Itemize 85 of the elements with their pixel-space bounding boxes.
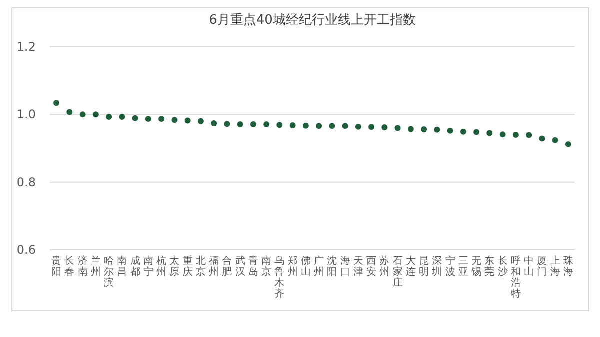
point (421, 126, 428, 133)
x-tick-label: 福州 (209, 255, 220, 278)
x-tick-label: 昆明 (419, 256, 430, 278)
x-tick-label: 上海 (550, 255, 560, 278)
point (434, 126, 440, 133)
point (184, 118, 191, 124)
point (474, 129, 480, 136)
x-tick-label: 北京 (196, 255, 206, 278)
x-tick-label: 贵阳 (52, 255, 62, 278)
point (224, 121, 230, 128)
x-tick-label: 长沙 (498, 255, 508, 278)
point (565, 141, 572, 148)
y-tick-label: 0.6 (16, 243, 36, 257)
point (237, 121, 244, 128)
point (211, 120, 218, 126)
point (145, 116, 152, 122)
point (264, 121, 270, 128)
point (394, 125, 401, 132)
point (66, 109, 73, 116)
point (250, 121, 256, 128)
x-tick-label: 宁波 (445, 255, 456, 278)
x-tick-label: 南昌 (117, 255, 128, 278)
point (119, 114, 126, 120)
x-tick-label: 深圳 (431, 255, 442, 278)
x-tick-label: 珠海 (563, 255, 574, 278)
x-tick-label: 广州 (314, 255, 324, 278)
x-tick-label: 海口 (340, 255, 350, 278)
point (198, 118, 204, 124)
x-tick-label: 南京 (262, 255, 272, 278)
x-tick-label: 佛山 (300, 256, 311, 278)
point (276, 122, 283, 128)
x-tick-label: 杭州 (156, 255, 167, 278)
x-tick-label: 天津 (353, 256, 364, 278)
x-tick-label: 长春 (64, 255, 75, 278)
point (132, 115, 138, 122)
x-tick-label: 成都 (130, 255, 140, 278)
x-tick-label: 大连 (406, 255, 416, 278)
point (552, 137, 558, 144)
point (500, 132, 506, 138)
point (92, 112, 99, 118)
point (290, 122, 296, 128)
chart-title: 6月重点40城经纪行业线上开工指数 (209, 13, 416, 28)
point (342, 123, 348, 130)
point (302, 122, 309, 129)
point (80, 112, 86, 118)
x-tick-label: 苏州 (380, 255, 390, 278)
x-tick-label: 武汉 (235, 255, 246, 278)
x-tick-label: 合肥 (222, 255, 232, 278)
x-tick-label: 无锡 (470, 256, 482, 278)
x-tick-label: 重庆 (182, 255, 193, 278)
point (316, 123, 322, 130)
x-tick-label: 中山 (524, 255, 534, 278)
point (355, 124, 362, 130)
x-tick-label: 南宁 (143, 255, 154, 278)
point (486, 130, 493, 136)
x-tick-label: 沈阳 (327, 255, 338, 278)
x-tick-label: 济南 (78, 255, 88, 278)
point (382, 124, 388, 131)
x-tick-label: 厦门 (537, 256, 548, 278)
point (54, 100, 60, 106)
y-tick-label: 1.0 (16, 108, 36, 122)
point (329, 123, 336, 130)
x-tick-label: 青岛 (248, 255, 258, 278)
x-tick-label: 乌鲁木齐 (274, 255, 285, 300)
x-tick-label: 东莞 (484, 255, 495, 278)
point (539, 136, 546, 142)
x-tick-label: 呼和浩特 (510, 255, 521, 300)
point (106, 114, 112, 120)
point (368, 124, 375, 130)
x-tick-label: 哈尔滨 (104, 255, 114, 289)
y-tick-label: 1.2 (16, 40, 36, 54)
x-tick-label: 西安 (366, 256, 377, 278)
point (526, 132, 532, 138)
x-tick-label: 兰州 (90, 255, 101, 278)
x-tick-label: 三亚 (458, 256, 468, 278)
point (447, 128, 454, 134)
point (460, 128, 466, 135)
point (512, 132, 519, 138)
x-tick-label: 郑州 (288, 255, 298, 278)
point (408, 126, 414, 132)
point (172, 117, 178, 124)
x-tick-label: 太原 (170, 255, 180, 278)
point (158, 116, 165, 122)
y-tick-label: 0.8 (16, 175, 36, 190)
x-tick-label: 石家庄 (392, 256, 403, 289)
